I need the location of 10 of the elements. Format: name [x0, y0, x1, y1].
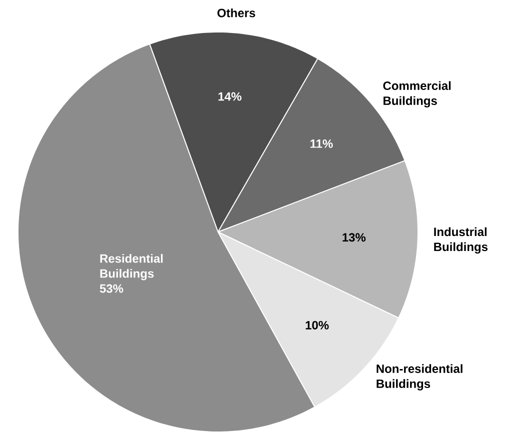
data-label: 13% — [342, 233, 366, 242]
slice-label: Industrial Buildings — [434, 227, 488, 254]
data-label: 14% — [218, 92, 242, 101]
slice-label: Residential Buildings — [100, 254, 163, 280]
data-label: 53% — [100, 284, 124, 293]
data-label: 10% — [306, 320, 329, 330]
slice-label: Others — [217, 8, 256, 18]
data-label: 11% — [310, 139, 333, 148]
slice-label: Non-residential Buildings — [376, 364, 462, 390]
slice-label: Commercial Buildings — [383, 81, 451, 108]
